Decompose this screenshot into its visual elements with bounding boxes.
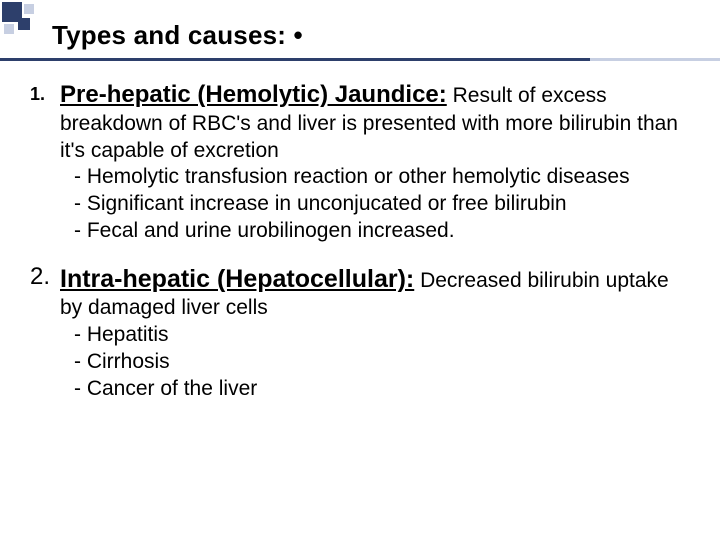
item-heading: Pre-hepatic (Hemolytic) Jaundice: — [60, 81, 447, 108]
item-number: 1. — [30, 80, 60, 105]
slide: Types and causes: • 1. Pre-hepatic (Hemo… — [0, 0, 720, 540]
list-item: 2. Intra-hepatic (Hepatocellular): Decre… — [30, 263, 690, 403]
horizontal-rule — [0, 58, 720, 61]
item-bullet: - Cirrhosis — [60, 349, 690, 376]
content: 1. Pre-hepatic (Hemolytic) Jaundice: Res… — [30, 80, 690, 421]
item-body: Intra-hepatic (Hepatocellular): Decrease… — [60, 263, 690, 403]
item-number: 2. — [30, 263, 60, 291]
item-bullet: - Hemolytic transfusion reaction or othe… — [60, 164, 690, 191]
item-heading: Intra-hepatic (Hepatocellular): — [60, 265, 414, 293]
slide-title: Types and causes: • — [52, 20, 303, 51]
item-bullet: - Fecal and urine urobilinogen increased… — [60, 218, 690, 245]
item-bullet: - Cancer of the liver — [60, 376, 690, 403]
list-item: 1. Pre-hepatic (Hemolytic) Jaundice: Res… — [30, 80, 690, 245]
item-body: Pre-hepatic (Hemolytic) Jaundice: Result… — [60, 80, 690, 245]
item-bullet: - Significant increase in unconjucated o… — [60, 191, 690, 218]
item-bullet: - Hepatitis — [60, 322, 690, 349]
corner-decoration — [0, 0, 44, 44]
